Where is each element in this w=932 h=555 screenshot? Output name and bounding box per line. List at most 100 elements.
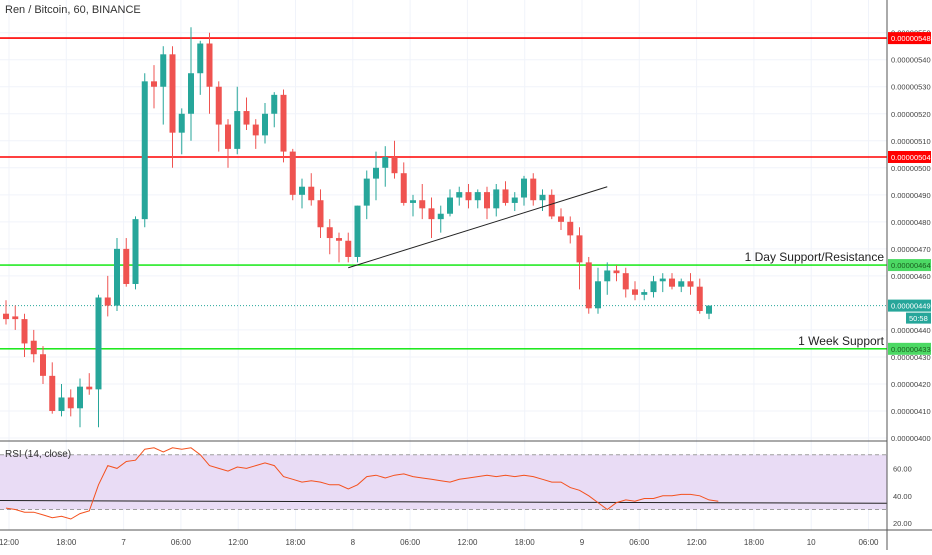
candle-down xyxy=(317,200,324,228)
time-tick-label: 12:00 xyxy=(687,538,708,547)
candle-up xyxy=(132,219,139,284)
candle-down xyxy=(576,235,583,263)
time-tick-label: 18:00 xyxy=(515,538,536,547)
candle-down xyxy=(151,81,157,87)
rsi-tick-label: 40.00 xyxy=(893,492,912,501)
rsi-drawn-line xyxy=(0,500,888,504)
candle-down xyxy=(502,189,509,203)
candle-up xyxy=(511,197,518,203)
countdown-tag: 50:58 xyxy=(909,314,928,323)
countdown-tag-bg xyxy=(906,312,931,324)
price-tick-label: 0.00000540 xyxy=(891,56,931,65)
candle-down xyxy=(67,397,74,409)
candle-down xyxy=(252,124,259,136)
candle-up xyxy=(437,213,444,220)
candle-up xyxy=(271,94,278,114)
candle-down xyxy=(280,94,287,152)
candle-down xyxy=(326,227,333,239)
price-tick-label: 0.00000430 xyxy=(891,353,931,362)
candle-down xyxy=(49,375,56,411)
candle-up xyxy=(95,297,102,390)
candle-down xyxy=(336,238,342,241)
candle-down xyxy=(585,262,592,309)
resistance-price-tag: 0.00000548 xyxy=(891,34,931,43)
time-tick-label: 12:00 xyxy=(457,538,478,547)
candle-down xyxy=(419,200,426,209)
candle-down xyxy=(558,216,564,222)
candle-down xyxy=(391,156,398,174)
candle-up xyxy=(354,205,361,257)
candle-up xyxy=(262,113,268,136)
candle-down xyxy=(622,273,629,290)
candle-down xyxy=(613,270,620,274)
candle-up xyxy=(141,81,148,220)
symbol-title: Ren / Bitcoin, 60, BINANCE xyxy=(5,4,141,16)
candle-up xyxy=(706,305,712,314)
last-price-tag: 0.00000449 xyxy=(891,302,931,311)
price-tick-label: 0.00000510 xyxy=(891,137,931,146)
candle-down xyxy=(243,111,250,125)
candle-up xyxy=(373,167,379,179)
price-tick-label: 0.00000400 xyxy=(891,434,931,443)
candle-up xyxy=(659,278,666,282)
candle-down xyxy=(12,316,19,320)
price-tick-label: 0.00000530 xyxy=(891,83,931,92)
candle-up xyxy=(234,111,241,149)
time-tick-label: 9 xyxy=(580,538,585,547)
candle-up xyxy=(641,292,648,295)
candle-up xyxy=(114,248,120,306)
rsi-band xyxy=(0,454,887,510)
candle-down xyxy=(687,281,694,287)
price-axis-bg xyxy=(887,0,932,550)
time-tick-label: 12:00 xyxy=(228,538,249,547)
price-tick-label: 0.00000460 xyxy=(891,272,931,281)
candle-up xyxy=(493,189,500,209)
price-tick-label: 0.00000410 xyxy=(891,407,931,416)
time-tick-label: 06:00 xyxy=(629,538,650,547)
candles-layer xyxy=(3,27,712,428)
time-tick-label: 06:00 xyxy=(400,538,421,547)
time-tick-label: 06:00 xyxy=(858,538,879,547)
candle-down xyxy=(215,86,222,125)
support-price-tag-bg xyxy=(888,259,931,272)
candle-up xyxy=(160,54,167,87)
time-tick-label: 12:00 xyxy=(0,538,20,547)
candle-up xyxy=(447,197,453,214)
candle-up xyxy=(197,43,204,74)
time-tick-label: 8 xyxy=(351,538,356,547)
price-tick-label: 0.00000500 xyxy=(891,164,931,173)
resistance-price-tag: 0.00000504 xyxy=(891,153,931,162)
rsi-line xyxy=(5,447,719,520)
candle-down xyxy=(206,43,213,87)
candle-down xyxy=(40,354,46,376)
price-tick-label: 0.00000480 xyxy=(891,218,931,227)
resistance-price-tag-bg xyxy=(888,32,931,45)
time-tick-label: 18:00 xyxy=(56,538,77,547)
price-tick-label: 0.00000420 xyxy=(891,380,931,389)
candle-down xyxy=(123,248,130,284)
candle-down xyxy=(21,319,28,344)
time-tick-label: 18:00 xyxy=(285,538,306,547)
candle-down xyxy=(86,386,93,390)
time-tick-label: 7 xyxy=(121,538,126,547)
candle-up xyxy=(521,178,527,198)
trendline xyxy=(348,186,608,269)
time-tick-label: 10 xyxy=(807,538,816,547)
candle-down xyxy=(567,221,574,236)
resistance-price-tag-bg xyxy=(888,150,931,163)
candle-down xyxy=(484,192,490,209)
candle-down xyxy=(548,194,555,217)
candle-down xyxy=(308,186,315,201)
candle-up xyxy=(539,194,546,201)
candle-up xyxy=(604,270,611,282)
support-price-tag-bg xyxy=(888,342,931,355)
candle-down xyxy=(289,151,296,195)
candle-down xyxy=(669,278,675,287)
candle-down xyxy=(400,173,407,203)
rsi-tick-label: 20.00 xyxy=(893,519,912,528)
time-tick-label: 06:00 xyxy=(171,538,192,547)
candle-up xyxy=(456,192,463,198)
candle-down xyxy=(530,178,537,201)
